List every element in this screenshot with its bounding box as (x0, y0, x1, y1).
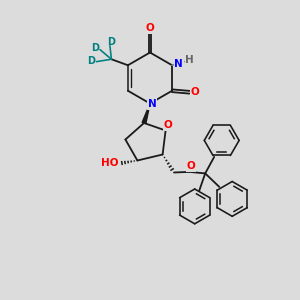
Text: D: D (107, 37, 115, 47)
Text: D: D (87, 56, 95, 66)
Polygon shape (142, 103, 150, 124)
Text: HO: HO (101, 158, 118, 168)
Text: N: N (174, 59, 183, 69)
Text: O: O (187, 161, 196, 171)
Text: O: O (190, 87, 199, 97)
Text: O: O (164, 120, 172, 130)
Text: D: D (91, 43, 99, 53)
Text: N: N (148, 99, 157, 109)
Text: H: H (185, 55, 194, 65)
Text: O: O (146, 23, 154, 33)
